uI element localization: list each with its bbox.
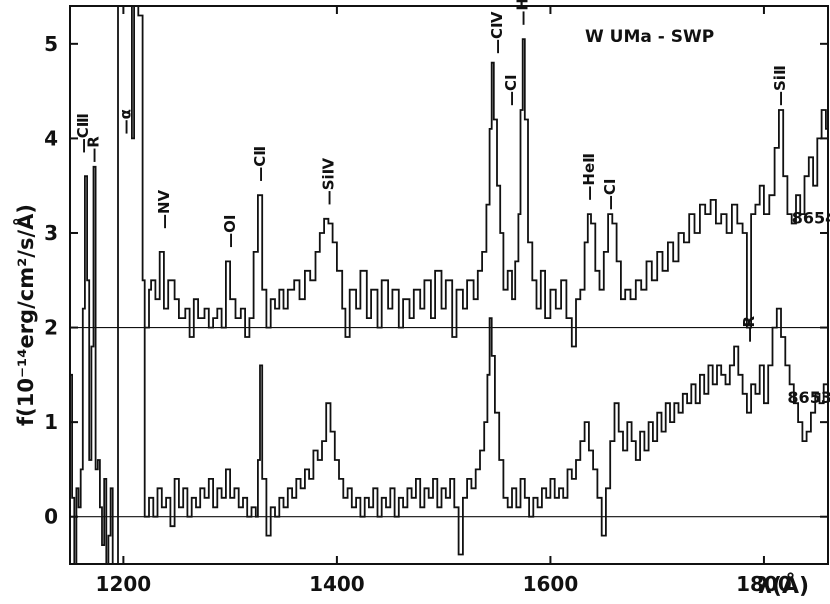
line-id-label: —CⅡ [251,146,269,182]
line-id-label: —CⅠ [601,179,619,211]
line-id-label: —OⅠ [221,215,239,248]
x-axis-label: λ(Å) [758,573,809,599]
y-tick-label: 3 [44,221,58,245]
line-id-label: —CⅢ [74,113,92,153]
y-tick-label: 1 [44,410,58,434]
line-id-label: —R [85,136,103,163]
line-id-label: —NⅤ [155,189,173,229]
y-axis-label: f(10⁻¹⁴erg/cm²/s/Å) [13,204,38,426]
y-tick-label: 2 [44,316,58,340]
x-tick-label: 1600 [523,572,579,596]
line-id-label: —CⅣ [488,11,506,54]
series-label-8653: 8653 [787,388,830,407]
line-id-label: —HeⅡ [580,153,598,201]
axes-frame [69,5,829,565]
series-line-8654 [144,38,828,348]
line-id-label: —SiⅣ [319,157,337,205]
axis-ticks: 1200 1400 1600 1800 0 1 2 3 4 5 [44,6,828,596]
line-id-label: —HS [514,0,532,26]
x-tick-label: 1200 [96,572,152,596]
plot-frame [69,5,829,565]
series-line-8653 [70,6,828,564]
line-id-label: —R [740,316,758,343]
line-id-label: —CⅠ [502,74,520,106]
line-identifications: —CⅢ—R—α—NⅤ—OⅠ—CⅡ —SiⅣ—CⅣ—CⅠ—HS—HeⅡ —CⅠ—SiⅡ… [74,0,830,407]
series-label-8654: 8654 [792,209,830,228]
chart-title: W UMa - SWP [585,27,714,47]
y-tick-label: 0 [44,505,58,529]
y-tick-label: 4 [44,126,58,150]
x-tick-label: 1800 [736,572,792,596]
line-id-label: —SiⅡ [771,65,789,106]
line-id-label: —α [117,109,135,134]
series-lines [70,6,828,564]
baselines [70,326,828,518]
y-tick-label: 5 [44,32,58,56]
x-tick-label: 1400 [309,572,365,596]
